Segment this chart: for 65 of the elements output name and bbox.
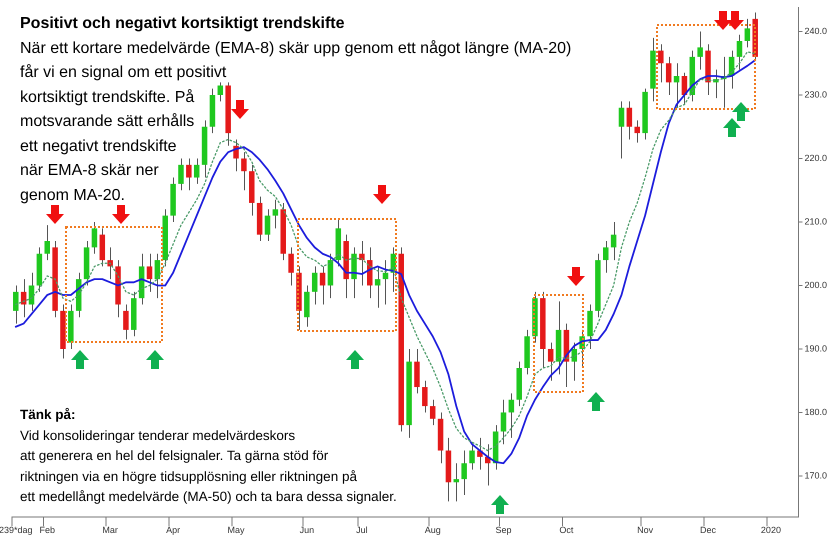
candlestick [312,266,318,306]
x-tick-label: Nov [637,525,654,535]
candlestick [500,399,506,445]
x-tick-label: May [228,525,246,535]
x-tick-label: Sep [495,525,512,535]
candlestick [194,158,200,184]
candlestick [241,152,247,191]
x-tick-label: Apr [166,525,180,535]
candlestick [13,284,19,324]
candlestick [610,221,616,261]
x-tick-label: Dec [700,525,717,535]
candlestick [469,444,475,470]
candlestick [20,278,26,318]
candlestick [634,120,640,144]
y-tick-label: 220.0 [804,152,828,163]
candlestick [626,100,632,140]
candlestick [382,260,388,306]
candlestick [178,158,184,191]
annotation: Tänk på: Vid konsolideringar tenderar medelvärdeskors att generera en hel del felsignaler. Ta gärna stöd för riktningen via en högre tidsupplösning eller riktningen på ett medellångt medelvärde (MA-50) och ta bara dessa signaler. [20,406,397,506]
candlestick [674,62,680,108]
candlestick [430,399,436,426]
candlestick [359,240,365,286]
x-tick-label: Aug [424,525,441,535]
x-tick-label: Jun [300,525,314,535]
x-tick-label: Mar [102,525,118,535]
candlestick [461,450,467,496]
candlestick [320,266,326,306]
candlestick [44,224,50,261]
candlestick [603,240,609,274]
y-tick-label: 210.0 [804,216,828,226]
candlestick [272,199,278,229]
x-tick-label: Oct [559,525,574,535]
candlestick [264,208,270,242]
candlestick [186,158,192,191]
y-tick-label: 190.0 [804,343,828,354]
y-tick-label: 230.0 [804,89,828,100]
candlestick [123,304,129,340]
candlestick [682,72,688,106]
candlestick [154,253,160,299]
y-tick-label: 240.0 [804,26,828,36]
x-tick-label: Feb [39,525,55,535]
candlestick [92,221,98,254]
candlestick [697,31,703,70]
candlestick [374,266,380,308]
y-tick-label: 170.0 [804,470,828,480]
candlestick [744,18,750,48]
candlestick [288,246,294,286]
x-tick-label: Jul [356,525,368,535]
candlestick [28,272,34,312]
candlestick [618,100,624,159]
annotation: När ett kortare medelvärde (EMA-8) skär upp genom ett något längre (MA-20) får vi en signal om ett positivt kortsiktigt trendskifte. På motsvarande sätt erhålls ett negativt trendskifte när EMA-8 skär ner genom MA-20. [20,40,572,204]
x-tick-label: 2020 [760,525,781,535]
y-tick-label: 180.0 [804,406,828,417]
candlestick [572,342,578,382]
candlestick [666,56,672,96]
candlestick [508,392,514,438]
text: Positivt och negativt kortsiktigt trendskifte [20,15,344,32]
candlestick [548,342,554,382]
candlestick [736,34,742,70]
y-tick-label: 200.0 [804,280,828,290]
candlestick [218,82,224,102]
candlestick [454,462,460,502]
candlestick [658,44,664,83]
candlestick [146,253,152,292]
candlestick [422,380,428,413]
